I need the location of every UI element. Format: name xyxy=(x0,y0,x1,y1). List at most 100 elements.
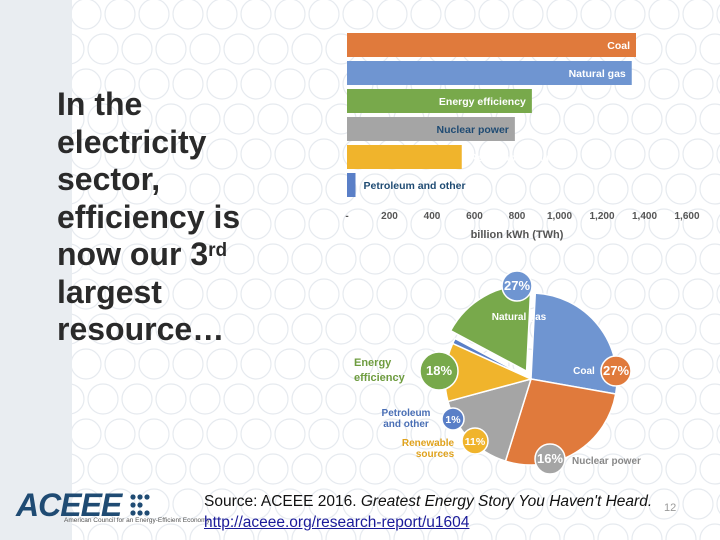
background-circle xyxy=(240,418,272,450)
background-circle xyxy=(172,348,204,380)
bar xyxy=(347,89,532,113)
background-circle xyxy=(121,383,153,415)
background-circle xyxy=(189,103,221,135)
bar xyxy=(347,145,462,169)
headline-line: electricity xyxy=(57,123,207,160)
background-circle xyxy=(257,453,289,485)
percent-bubble xyxy=(534,443,566,475)
background-circle xyxy=(512,488,544,520)
background-circle xyxy=(121,523,153,540)
background-circle xyxy=(223,33,255,65)
background-circle xyxy=(376,208,408,240)
background-circle xyxy=(716,144,720,164)
bar xyxy=(347,61,632,85)
background-circle xyxy=(342,348,374,380)
background-circle xyxy=(529,103,561,135)
background-circle xyxy=(155,453,187,485)
background-circle xyxy=(189,523,221,540)
background-circle xyxy=(104,138,136,170)
x-tick-label: 800 xyxy=(509,211,526,222)
background-circle xyxy=(121,103,153,135)
background-circle xyxy=(376,418,408,450)
x-tick-label: 400 xyxy=(424,211,441,222)
background-circle xyxy=(597,453,629,485)
background-circle xyxy=(274,68,306,100)
background-circle xyxy=(529,523,561,540)
background-circle xyxy=(121,173,153,205)
percent-bubble xyxy=(600,355,632,387)
bar-label: Nuclear power xyxy=(437,124,509,136)
x-tick-label: - xyxy=(345,211,348,222)
headline-line: efficiency is xyxy=(57,198,241,235)
background-circle xyxy=(648,0,680,30)
background-circle xyxy=(206,278,238,310)
background-circle xyxy=(172,208,204,240)
background-circle xyxy=(631,103,663,135)
source-prefix: Source: ACEEE 2016. xyxy=(204,493,361,510)
background-circle xyxy=(716,494,720,514)
bar-label: Renewable sources xyxy=(470,152,568,164)
background-circle xyxy=(325,313,357,345)
source-link[interactable]: http://aceee.org/research-report/u1604 xyxy=(204,514,470,531)
background-circle xyxy=(716,284,720,304)
background-circle xyxy=(138,138,170,170)
background-circle xyxy=(189,313,221,345)
background-circle xyxy=(325,453,357,485)
background-circle xyxy=(172,0,204,30)
background-circle xyxy=(682,418,714,450)
background-circle xyxy=(495,173,527,205)
percent-bubble xyxy=(461,427,489,455)
background-circle xyxy=(121,453,153,485)
background-circle xyxy=(291,313,323,345)
background-circle xyxy=(240,138,272,170)
background-circle xyxy=(716,214,720,234)
x-tick-label: 1,600 xyxy=(674,211,699,222)
background-circle xyxy=(665,243,697,275)
background-circle xyxy=(257,523,289,540)
background-circle xyxy=(223,243,255,275)
background-circle xyxy=(376,278,408,310)
pie-category-label: sources xyxy=(416,449,455,460)
background-circle xyxy=(427,243,459,275)
background-circle xyxy=(223,103,255,135)
background-circle xyxy=(716,354,720,374)
background-circle xyxy=(138,278,170,310)
pie-category-label: Petroleum xyxy=(382,408,431,419)
background-circle xyxy=(461,523,493,540)
background-circle xyxy=(87,33,119,65)
background-circle xyxy=(648,418,680,450)
background-circle xyxy=(580,488,612,520)
background-circle xyxy=(206,0,238,30)
background-circle xyxy=(461,243,493,275)
background-circle xyxy=(648,278,680,310)
background-circle xyxy=(223,523,255,540)
background-circle xyxy=(665,313,697,345)
background-circle xyxy=(325,383,357,415)
logo-tagline: American Council for an Energy-Efficient… xyxy=(64,517,210,524)
background-circle xyxy=(240,488,272,520)
background-circle xyxy=(138,68,170,100)
background-circle xyxy=(87,453,119,485)
background-circle xyxy=(427,523,459,540)
pie-category-label: efficiency xyxy=(354,372,406,384)
background-circle xyxy=(257,383,289,415)
background-circle xyxy=(631,313,663,345)
bar xyxy=(347,173,356,197)
headline-superscript: rd xyxy=(208,240,228,261)
background-circle xyxy=(563,523,595,540)
background-circle xyxy=(87,523,119,540)
background-circle xyxy=(648,208,680,240)
background-circle xyxy=(291,243,323,275)
background-circle xyxy=(682,278,714,310)
x-tick-label: 200 xyxy=(381,211,398,222)
background-circle xyxy=(189,33,221,65)
background-circle xyxy=(291,383,323,415)
background-circle xyxy=(546,0,578,30)
pie-category-label: Nuclear power xyxy=(572,456,641,467)
background-circle xyxy=(291,173,323,205)
background-circle xyxy=(342,278,374,310)
background-circle xyxy=(257,103,289,135)
background-circle xyxy=(257,33,289,65)
background-circle xyxy=(359,453,391,485)
background-circle xyxy=(342,418,374,450)
